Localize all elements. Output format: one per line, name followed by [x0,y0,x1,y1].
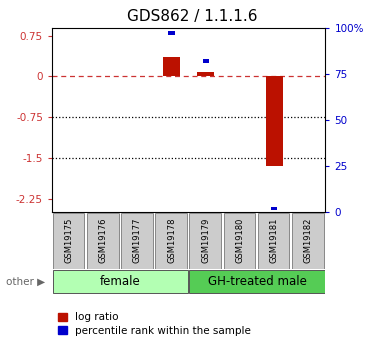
FancyBboxPatch shape [189,213,221,268]
Bar [271,207,277,210]
FancyBboxPatch shape [53,269,188,294]
Text: GSM19178: GSM19178 [167,218,176,263]
Bar [203,59,209,63]
Text: GSM19181: GSM19181 [270,218,279,263]
Text: GSM19175: GSM19175 [65,218,74,263]
Text: GDS862 / 1.1.1.6: GDS862 / 1.1.1.6 [127,9,258,23]
FancyBboxPatch shape [121,213,153,268]
FancyBboxPatch shape [292,213,324,268]
Legend: log ratio, percentile rank within the sample: log ratio, percentile rank within the sa… [54,308,255,340]
Bar [197,71,214,77]
FancyBboxPatch shape [155,213,187,268]
Text: GSM19177: GSM19177 [133,218,142,263]
Text: GSM19182: GSM19182 [304,218,313,263]
FancyBboxPatch shape [189,269,325,294]
Bar [163,58,180,77]
Bar [169,31,175,35]
FancyBboxPatch shape [258,213,290,268]
Text: female: female [100,275,141,288]
Bar [266,77,283,166]
Text: GSM19176: GSM19176 [99,218,108,263]
Text: GH-treated male: GH-treated male [208,275,306,288]
Text: GSM19179: GSM19179 [201,218,210,263]
Text: other ▶: other ▶ [6,277,45,286]
FancyBboxPatch shape [224,213,255,268]
FancyBboxPatch shape [53,213,84,268]
Text: GSM19180: GSM19180 [235,218,244,263]
FancyBboxPatch shape [87,213,119,268]
